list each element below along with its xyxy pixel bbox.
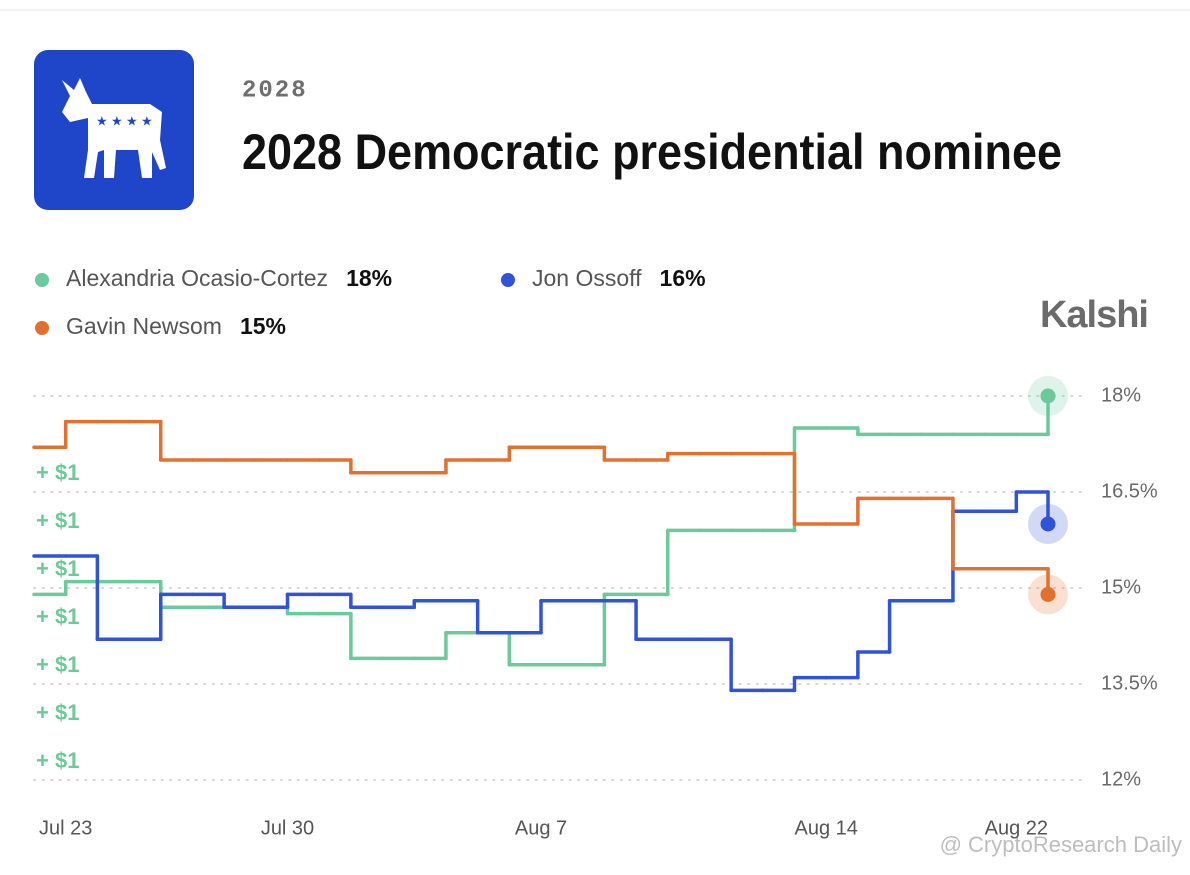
end-point: [1040, 388, 1056, 404]
party-icon: ★ ★ ★ ★: [34, 50, 194, 210]
series-line: [32, 419, 1068, 615]
y-tick-label: 12%: [1101, 768, 1141, 790]
end-point: [1040, 586, 1056, 602]
y-tick-label: 15%: [1101, 576, 1141, 598]
legend-swatch: [35, 273, 49, 287]
side-label: + $1: [36, 604, 79, 629]
y-tick-label: 13.5%: [1101, 672, 1158, 694]
svg-text:★: ★: [96, 115, 108, 130]
side-label: + $1: [36, 700, 79, 725]
chart-title: 2028 Democratic presidential nominee: [242, 124, 1062, 180]
x-tick-label: Jul 30: [261, 817, 314, 839]
x-tick-label: Aug 14: [794, 817, 857, 839]
legend-item: Alexandria Ocasio-Cortez 18%: [35, 265, 392, 291]
legend-value: 15%: [240, 313, 286, 339]
svg-text:★: ★: [126, 115, 138, 130]
legend-item: Jon Ossoff 16%: [501, 265, 706, 291]
side-label: + $1: [36, 508, 79, 533]
eyebrow: 2028: [242, 77, 308, 104]
x-tick-label: Jul 23: [39, 817, 92, 839]
svg-text:★: ★: [111, 115, 123, 130]
svg-text:★: ★: [141, 115, 153, 130]
legend-label: Jon Ossoff: [532, 265, 642, 291]
brand: Kalshi: [1040, 294, 1148, 336]
side-label: + $1: [36, 748, 79, 773]
end-point: [1040, 516, 1056, 532]
side-label: + $1: [36, 556, 79, 581]
y-tick-label: 16.5%: [1101, 480, 1158, 502]
legend-value: 18%: [346, 265, 392, 291]
legend-label: Alexandria Ocasio-Cortez: [66, 265, 328, 291]
legend-swatch: [35, 321, 49, 335]
legend-item: Gavin Newsom 15%: [35, 313, 286, 339]
legend-swatch: [501, 273, 515, 287]
y-tick-label: 18%: [1101, 384, 1141, 406]
series-line: [32, 490, 1068, 693]
side-label: + $1: [36, 652, 79, 677]
side-label: + $1: [36, 460, 79, 485]
series-line: [32, 376, 1068, 667]
x-tick-label: Aug 7: [515, 817, 567, 839]
legend-value: 16%: [660, 265, 706, 291]
watermark: @ CryptoResearch Daily: [940, 832, 1182, 857]
x-tick-label: Aug 22: [985, 817, 1048, 839]
legend-label: Gavin Newsom: [66, 313, 222, 339]
